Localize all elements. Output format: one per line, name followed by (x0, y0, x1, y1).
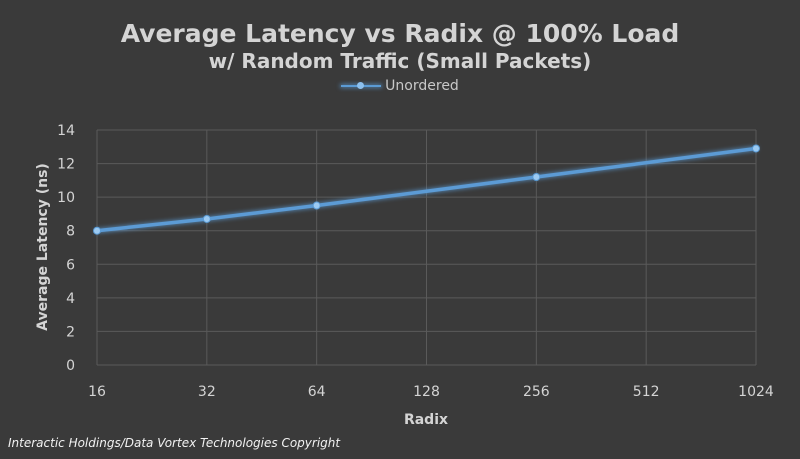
data-point (752, 144, 760, 153)
y-tick-label: 12 (57, 157, 75, 173)
y-tick-label: 14 (57, 123, 75, 139)
x-tick-label: 32 (198, 384, 216, 400)
y-axis-label: Average Latency (ns) (35, 163, 51, 331)
x-tick-label: 64 (308, 384, 326, 400)
y-tick-label: 4 (66, 291, 75, 307)
y-tick-label: 6 (66, 257, 75, 273)
series-layer (93, 144, 760, 235)
x-tick-label: 16 (88, 384, 106, 400)
data-point (202, 214, 211, 223)
y-tick-label: 2 (66, 324, 75, 340)
data-point (93, 226, 101, 235)
legend-dot-marker (357, 82, 365, 89)
y-tick-label: 8 (66, 224, 75, 240)
y-tick-label: 0 (66, 358, 75, 374)
chart-subtitle: w/ Random Traffic (Small Packets) (208, 49, 592, 73)
x-tick-label: 256 (523, 384, 550, 400)
data-point (312, 201, 321, 210)
x-tick-label: 1024 (738, 384, 774, 400)
x-axis-label: Radix (404, 412, 448, 428)
data-point (532, 173, 541, 181)
x-tick-label: 128 (413, 384, 440, 400)
chart-title: Average Latency vs Radix @ 100% Load (120, 19, 680, 48)
legend-line-marker (341, 82, 382, 89)
y-tick-label: 10 (57, 190, 75, 206)
chart-legend: Unordered (0, 78, 800, 94)
copyright-note: Interactic Holdings/Data Vortex Technolo… (8, 436, 341, 450)
tick-labels: 0 2 4 6 8 10 12 14 16 32 64 128 256 512 1024 (57, 123, 774, 400)
grid-layer (96, 129, 757, 366)
legend-label-unordered: Unordered (385, 78, 459, 94)
x-tick-label: 512 (633, 384, 660, 400)
